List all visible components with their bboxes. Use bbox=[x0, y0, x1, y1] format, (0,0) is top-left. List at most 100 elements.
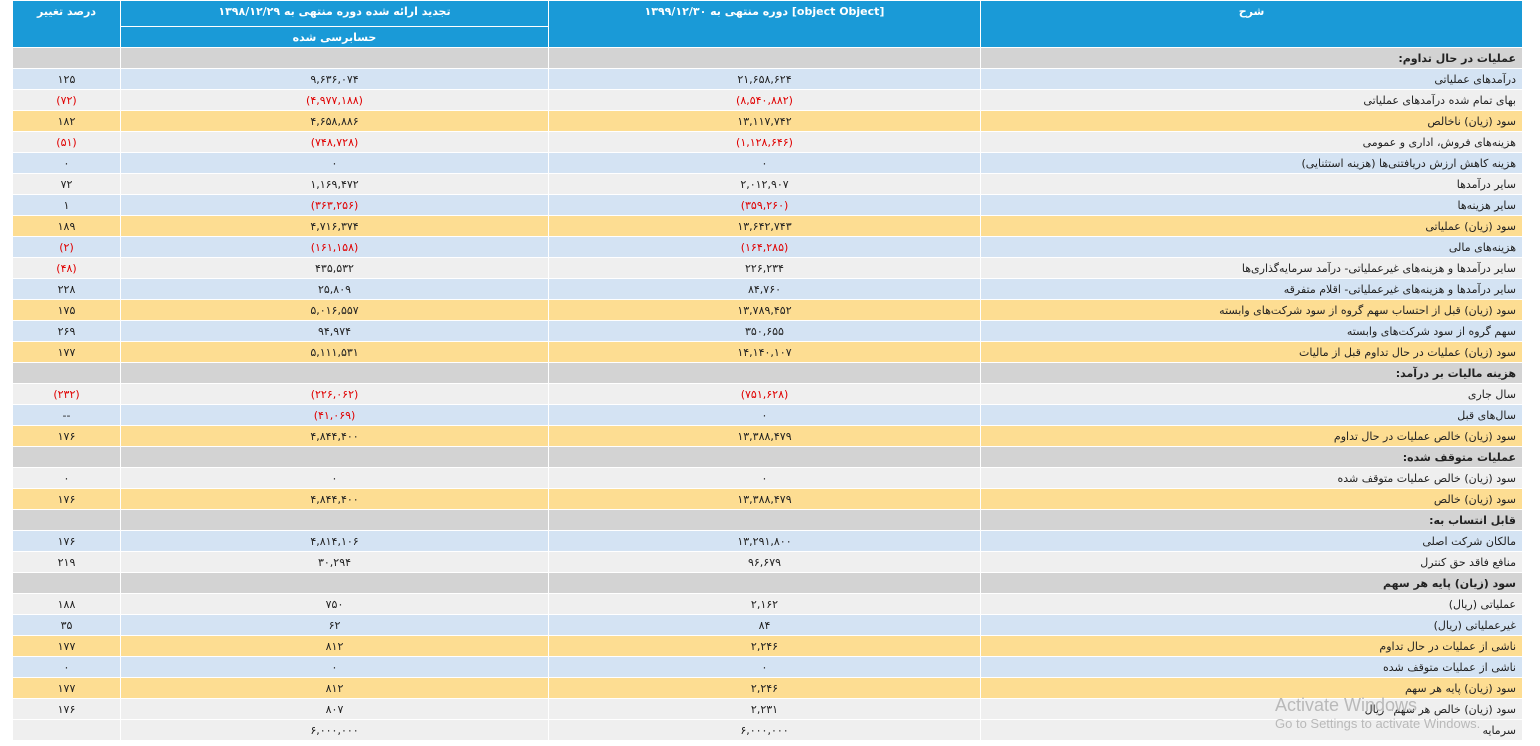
cell-pct-change: ۱۷۷ bbox=[12, 677, 121, 699]
table-body: عملیات در حال تداوم: ۱۲۵ ۹,۶۳۶,۰۷۴ ۲۱,۶۵۸,۶… bbox=[12, 47, 1523, 741]
header-pct-change: درصد تغییر bbox=[12, 0, 121, 48]
cell-current-period: ۰ bbox=[548, 467, 981, 489]
cell-prev-period: (۴,۹۷۷,۱۸۸) bbox=[120, 89, 549, 111]
cell-description: درآمدهای عملیاتی bbox=[980, 68, 1523, 90]
cell-pct-change: ۰ bbox=[12, 467, 121, 489]
cell-description: عملیات متوقف شده: bbox=[980, 446, 1523, 468]
cell-prev-period: ۹,۶۳۶,۰۷۴ bbox=[120, 68, 549, 90]
cell-prev-period: (۴۱,۰۶۹) bbox=[120, 404, 549, 426]
cell-current-period: ۲,۲۴۶ bbox=[548, 635, 981, 657]
cell-current-period: ۶,۰۰۰,۰۰۰ bbox=[548, 719, 981, 741]
cell-prev-period bbox=[120, 446, 549, 468]
cell-description: سود (زیان) خالص هر سهم– ریال bbox=[980, 698, 1523, 720]
cell-description: سود (زیان) خالص عملیات در حال تداوم bbox=[980, 425, 1523, 447]
cell-current-period: ۸۴,۷۶۰ bbox=[548, 278, 981, 300]
section-header-row: عملیات متوقف شده: bbox=[12, 446, 1523, 468]
table-row: ۳۵ ۶۲ ۸۴ غیرعملیاتی (ریال) bbox=[12, 614, 1523, 636]
cell-description: عملیاتی (ریال) bbox=[980, 593, 1523, 615]
cell-prev-period: ۴,۷۱۶,۳۷۴ bbox=[120, 215, 549, 237]
cell-prev-period: ۶۲ bbox=[120, 614, 549, 636]
cell-pct-change: ۱۷۷ bbox=[12, 341, 121, 363]
cell-prev-period: ۸۱۲ bbox=[120, 635, 549, 657]
cell-pct-change bbox=[12, 719, 121, 741]
cell-description: سود (زیان) ناخالص bbox=[980, 110, 1523, 132]
cell-prev-period: ۲۵,۸۰۹ bbox=[120, 278, 549, 300]
table-row: ۶,۰۰۰,۰۰۰ ۶,۰۰۰,۰۰۰ سرمایه bbox=[12, 719, 1523, 741]
cell-pct-change bbox=[12, 362, 121, 384]
cell-current-period bbox=[548, 47, 981, 69]
table-row: (۴۸) ۴۳۵,۵۳۲ ۲۲۶,۲۳۴ سایر درآمدها و هزینه‌ه… bbox=[12, 257, 1523, 279]
cell-prev-period: (۱۶۱,۱۵۸) bbox=[120, 236, 549, 258]
cell-description: قابل انتساب به: bbox=[980, 509, 1523, 531]
table-row: ۱۷۷ ۵,۱۱۱,۵۳۱ ۱۴,۱۴۰,۱۰۷ سود (زیان) عملیات … bbox=[12, 341, 1523, 363]
cell-current-period: ۸۴ bbox=[548, 614, 981, 636]
cell-current-period: ۲,۲۳۱ bbox=[548, 698, 981, 720]
header-current-period: دوره منتهی به ۱۳۹۹/۱۲/۳۰ [object Object] bbox=[548, 0, 981, 48]
cell-pct-change bbox=[12, 509, 121, 531]
cell-prev-period: ۴,۸۴۴,۴۰۰ bbox=[120, 488, 549, 510]
table-row: ۱۷۷ ۸۱۲ ۲,۲۴۶ ناشی از عملیات در حال تداوم bbox=[12, 635, 1523, 657]
section-header-row: سود (زیان) پایه هر سهم bbox=[12, 572, 1523, 594]
cell-description: سود (زیان) عملیات در حال تداوم قبل از ما… bbox=[980, 341, 1523, 363]
table-row: ۱۷۵ ۵,۰۱۶,۵۵۷ ۱۳,۷۸۹,۴۵۲ سود (زیان) قبل از … bbox=[12, 299, 1523, 321]
cell-current-period: ۳۵۰,۶۵۵ bbox=[548, 320, 981, 342]
cell-pct-change: ۲۲۸ bbox=[12, 278, 121, 300]
table-row: ۱۷۷ ۸۱۲ ۲,۲۴۶ سود (زیان) پایه هر سهم bbox=[12, 677, 1523, 699]
cell-pct-change bbox=[12, 47, 121, 69]
table-subheader-row: حسابرسی شده bbox=[13, 26, 1523, 48]
cell-prev-period: (۳۶۳,۲۵۶) bbox=[120, 194, 549, 216]
header-audited: حسابرسی شده bbox=[120, 26, 549, 48]
cell-description: هزینه‌های مالی bbox=[980, 236, 1523, 258]
cell-pct-change: (۵۱) bbox=[12, 131, 121, 153]
cell-prev-period: (۲۲۶,۰۶۲) bbox=[120, 383, 549, 405]
table-row: (۵۱) (۷۴۸,۷۲۸) (۱,۱۲۸,۶۴۶) هزینه‌های فروش، … bbox=[12, 131, 1523, 153]
cell-prev-period: ۶,۰۰۰,۰۰۰ bbox=[120, 719, 549, 741]
cell-description: سود (زیان) قبل از احتساب سهم گروه از سود… bbox=[980, 299, 1523, 321]
cell-pct-change: ۱ bbox=[12, 194, 121, 216]
table-row: (۷۲) (۴,۹۷۷,۱۸۸) (۸,۵۴۰,۸۸۲) بهای تمام شده … bbox=[12, 89, 1523, 111]
cell-prev-period: ۳۰,۲۹۴ bbox=[120, 551, 549, 573]
cell-pct-change: (۷۲) bbox=[12, 89, 121, 111]
cell-current-period: ۱۴,۱۴۰,۱۰۷ bbox=[548, 341, 981, 363]
cell-current-period: (۱,۱۲۸,۶۴۶) bbox=[548, 131, 981, 153]
cell-description: سال‌های قبل bbox=[980, 404, 1523, 426]
cell-current-period: ۰ bbox=[548, 152, 981, 174]
cell-current-period: (۸,۵۴۰,۸۸۲) bbox=[548, 89, 981, 111]
cell-prev-period: ۰ bbox=[120, 152, 549, 174]
cell-prev-period: ۰ bbox=[120, 467, 549, 489]
table-row: ۱۷۶ ۴,۸۴۴,۴۰۰ ۱۳,۳۸۸,۴۷۹ سود (زیان) خالص bbox=[12, 488, 1523, 510]
cell-current-period: ۱۳,۶۴۲,۷۴۳ bbox=[548, 215, 981, 237]
cell-current-period: (۱۶۴,۲۸۵) bbox=[548, 236, 981, 258]
header-prev-period: تجدید ارائه شده دوره منتهی به ۱۳۹۸/۱۲/۲۹ bbox=[120, 0, 549, 27]
cell-pct-change bbox=[12, 572, 121, 594]
cell-current-period: (۷۵۱,۶۲۸) bbox=[548, 383, 981, 405]
cell-description: غیرعملیاتی (ریال) bbox=[980, 614, 1523, 636]
cell-pct-change: ۰ bbox=[12, 656, 121, 678]
cell-description: سال جاری bbox=[980, 383, 1523, 405]
cell-current-period: ۰ bbox=[548, 656, 981, 678]
cell-description: بهای تمام شده درآمدهای عملیاتی bbox=[980, 89, 1523, 111]
cell-pct-change: ۲۱۹ bbox=[12, 551, 121, 573]
cell-current-period: ۱۳,۱۱۷,۷۴۲ bbox=[548, 110, 981, 132]
cell-current-period bbox=[548, 362, 981, 384]
cell-description: سایر هزینه‌ها bbox=[980, 194, 1523, 216]
cell-prev-period: ۹۴,۹۷۴ bbox=[120, 320, 549, 342]
table-row: ۱۸۸ ۷۵۰ ۲,۱۶۲ عملیاتی (ریال) bbox=[12, 593, 1523, 615]
cell-prev-period: ۷۵۰ bbox=[120, 593, 549, 615]
cell-description: هزینه‌های فروش، اداری و عمومی bbox=[980, 131, 1523, 153]
cell-current-period: ۲,۲۴۶ bbox=[548, 677, 981, 699]
cell-pct-change: ۱۷۶ bbox=[12, 530, 121, 552]
cell-pct-change: ۱۸۸ bbox=[12, 593, 121, 615]
table-row: ۱۷۶ ۴,۸۱۴,۱۰۶ ۱۳,۲۹۱,۸۰۰ مالکان شرکت اصلی bbox=[12, 530, 1523, 552]
cell-prev-period: ۸۱۲ bbox=[120, 677, 549, 699]
cell-prev-period: ۱,۱۶۹,۴۷۲ bbox=[120, 173, 549, 195]
cell-description: ناشی از عملیات در حال تداوم bbox=[980, 635, 1523, 657]
table-row: ۷۲ ۱,۱۶۹,۴۷۲ ۲,۰۱۲,۹۰۷ سایر درآمدها bbox=[12, 173, 1523, 195]
cell-prev-period: ۵,۰۱۶,۵۵۷ bbox=[120, 299, 549, 321]
cell-description: سود (زیان) خالص عملیات متوقف شده bbox=[980, 467, 1523, 489]
cell-description: سرمایه bbox=[980, 719, 1523, 741]
cell-description: عملیات در حال تداوم: bbox=[980, 47, 1523, 69]
cell-current-period: ۱۳,۲۹۱,۸۰۰ bbox=[548, 530, 981, 552]
table-row: (۲۳۲) (۲۲۶,۰۶۲) (۷۵۱,۶۲۸) سال جاری bbox=[12, 383, 1523, 405]
cell-current-period: ۱۳,۷۸۹,۴۵۲ bbox=[548, 299, 981, 321]
